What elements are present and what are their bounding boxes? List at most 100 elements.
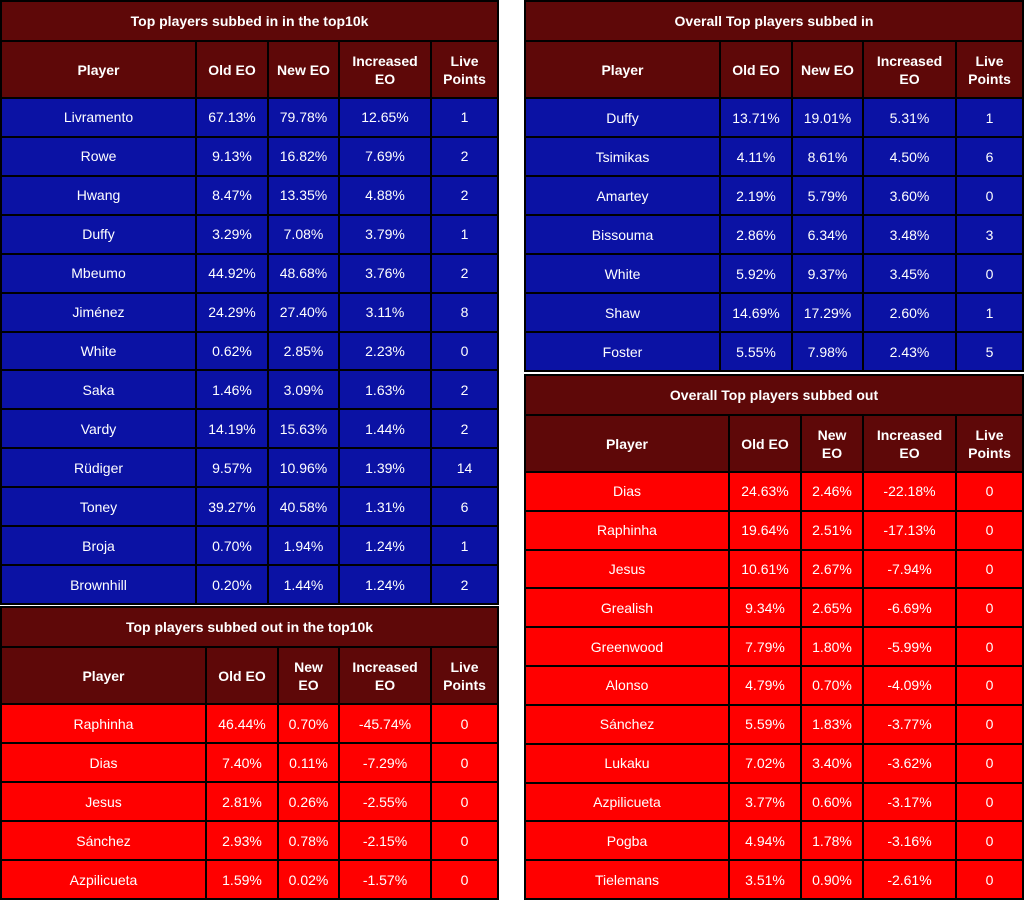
cell: 0.70% (800, 665, 864, 706)
cell: 19.01% (791, 97, 864, 138)
cell: 6.34% (791, 214, 864, 255)
cell: 3.40% (800, 742, 864, 784)
cell: 0 (954, 742, 1024, 784)
cell: Jiménez (0, 291, 197, 333)
title-row: Top players subbed in in the top10k (0, 0, 500, 42)
cell: 79.78% (267, 97, 340, 138)
cell: 1.83% (800, 703, 864, 745)
cell: Jesus (524, 548, 730, 590)
cell: 0 (430, 742, 499, 783)
cell: 2 (429, 174, 500, 216)
cell: 1.63% (338, 369, 432, 411)
header-row: Player Old EO New EO Increased EO Live Point… (0, 40, 500, 99)
cell: 5 (955, 331, 1024, 372)
data-row: Alonso 4.79% 0.70% -4.09% 0 (524, 665, 1024, 706)
cell: 10.96% (267, 447, 340, 489)
header-row: Player Old EO New EO Increased EO Live Point… (0, 646, 499, 705)
cell: 17.29% (791, 292, 864, 333)
header-row: Player Old EO New EO Increased EO Live Point… (524, 40, 1024, 99)
cell: Azpilicueta (0, 859, 207, 900)
cell: 1 (429, 213, 500, 255)
cell: 0 (954, 665, 1024, 706)
cell: 9.13% (195, 135, 269, 177)
table: Overall Top players subbed in Player Old E… (524, 0, 1024, 372)
cell: 8.61% (791, 136, 864, 177)
cell: -2.55% (338, 781, 432, 822)
cell: 0 (954, 548, 1024, 590)
cell: 1.24% (338, 525, 432, 567)
cell: 7.69% (338, 135, 432, 177)
table-title: Overall Top players subbed in (524, 0, 1024, 42)
cell: 1.59% (205, 859, 279, 900)
cell: 2 (429, 369, 500, 411)
column-header: Player (524, 414, 730, 473)
cell: Grealish (524, 587, 730, 629)
cell: Jesus (0, 781, 207, 822)
cell: Greenwood (524, 626, 730, 668)
column-header: Live Points (955, 40, 1024, 99)
cell: 6 (429, 486, 500, 528)
column-header: Player (524, 40, 721, 99)
cell: 0 (954, 509, 1024, 551)
cell: 13.71% (719, 97, 793, 138)
cell: 1 (429, 525, 500, 567)
table: Top players subbed in in the top10k Playe… (0, 0, 500, 605)
cell: 0 (955, 253, 1024, 294)
data-row: Dias 24.63% 2.46% -22.18% 0 (524, 471, 1024, 512)
cell: 2.67% (800, 548, 864, 590)
data-row: White 0.62% 2.85% 2.23% 0 (0, 330, 500, 372)
cell: Mbeumo (0, 252, 197, 294)
data-row: Hwang 8.47% 13.35% 4.88% 2 (0, 174, 500, 216)
cell: 5.31% (862, 97, 957, 138)
cell: -4.09% (862, 665, 957, 706)
data-row: Rowe 9.13% 16.82% 7.69% 2 (0, 135, 500, 177)
cell: Raphinha (0, 703, 207, 744)
cell: 3 (955, 214, 1024, 255)
cell: 4.50% (862, 136, 957, 177)
cell: 12.65% (338, 97, 432, 138)
column-header: Player (0, 646, 207, 705)
data-table: Top players subbed in in the top10k Playe… (0, 0, 500, 605)
column-header: New EO (267, 40, 340, 99)
data-row: Lukaku 7.02% 3.40% -3.62% 0 (524, 742, 1024, 784)
column-header: New EO (791, 40, 864, 99)
cell: 8.47% (195, 174, 269, 216)
cell: 2.93% (205, 820, 279, 861)
table: Top players subbed out in the top10k Play… (0, 606, 499, 900)
cell: 27.40% (267, 291, 340, 333)
data-row: Toney 39.27% 40.58% 1.31% 6 (0, 486, 500, 528)
cell: 5.92% (719, 253, 793, 294)
cell: Tielemans (524, 859, 730, 900)
cell: 3.45% (862, 253, 957, 294)
cell: Dias (524, 471, 730, 512)
cell: 24.29% (195, 291, 269, 333)
cell: 0 (954, 781, 1024, 823)
column-header: Increased EO (338, 646, 432, 705)
cell: 0.11% (277, 742, 340, 783)
cell: 2.43% (862, 331, 957, 372)
cell: 14 (429, 447, 500, 489)
cell: Lukaku (524, 742, 730, 784)
cell: -7.29% (338, 742, 432, 783)
cell: 2.86% (719, 214, 793, 255)
cell: -3.17% (862, 781, 957, 823)
cell: 0.70% (195, 525, 269, 567)
cell: 4.94% (728, 820, 802, 862)
cell: Azpilicueta (524, 781, 730, 823)
cell: 0.20% (195, 564, 269, 605)
cell: 9.34% (728, 587, 802, 629)
cell: Brownhill (0, 564, 197, 605)
cell: 0.90% (800, 859, 864, 900)
data-row: Amartey 2.19% 5.79% 3.60% 0 (524, 175, 1024, 216)
cell: 0 (954, 859, 1024, 900)
cell: -3.62% (862, 742, 957, 784)
data-row: Saka 1.46% 3.09% 1.63% 2 (0, 369, 500, 411)
data-row: Jesus 2.81% 0.26% -2.55% 0 (0, 781, 499, 822)
cell: Broja (0, 525, 197, 567)
cell: 4.79% (728, 665, 802, 706)
cell: 46.44% (205, 703, 279, 744)
cell: Saka (0, 369, 197, 411)
cell: 1.39% (338, 447, 432, 489)
cell: Vardy (0, 408, 197, 450)
cell: 0.78% (277, 820, 340, 861)
